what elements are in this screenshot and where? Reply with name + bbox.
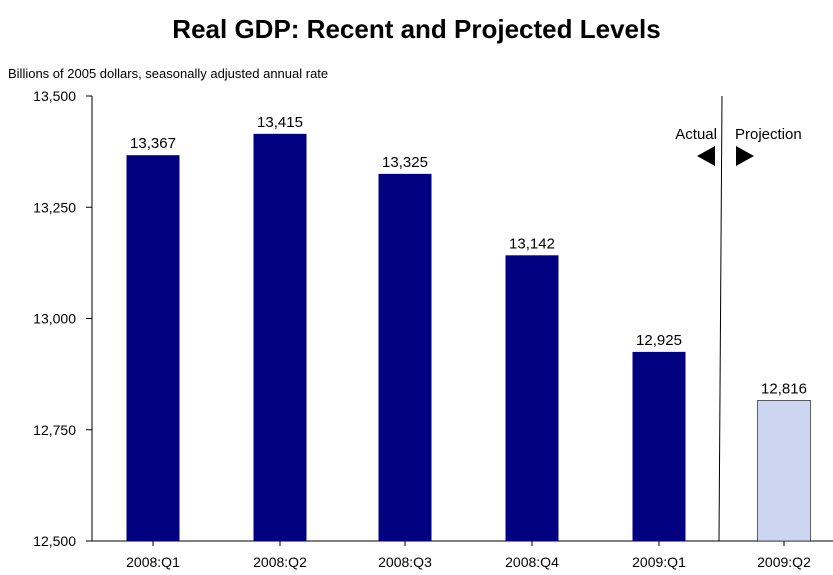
bar-value-label: 12,925 bbox=[636, 332, 682, 349]
actual-label: Actual bbox=[675, 126, 717, 143]
y-tick-label: 12,750 bbox=[33, 422, 76, 438]
y-tick-label: 13,500 bbox=[33, 88, 76, 104]
annotations: Actual Projection bbox=[675, 95, 802, 542]
actual-projection-divider bbox=[718, 95, 723, 542]
bar-value-label: 13,142 bbox=[509, 235, 555, 252]
bar-value-label: 12,816 bbox=[761, 380, 807, 397]
x-category-label: 2008:Q4 bbox=[505, 554, 559, 570]
bar-actual bbox=[126, 155, 180, 541]
projection-label: Projection bbox=[735, 126, 802, 143]
bar-actual bbox=[378, 173, 432, 541]
x-category-label: 2008:Q2 bbox=[253, 554, 307, 570]
bar-actual bbox=[253, 133, 307, 541]
bars bbox=[126, 133, 811, 542]
axes: 12,500 12,750 13,000 13,250 13,500 bbox=[33, 88, 833, 549]
bar-actual bbox=[632, 351, 686, 541]
y-tick-label: 12,500 bbox=[33, 533, 76, 549]
chart-title: Real GDP: Recent and Projected Levels bbox=[172, 14, 661, 44]
y-unit-label: Billions of 2005 dollars, seasonally adj… bbox=[8, 66, 329, 81]
x-category-label: 2008:Q1 bbox=[126, 554, 180, 570]
bar-value-label: 13,415 bbox=[257, 114, 303, 131]
bar-actual bbox=[505, 255, 559, 541]
projection-arrow-right-icon bbox=[736, 146, 754, 166]
y-tick-label: 13,250 bbox=[33, 199, 76, 215]
actual-arrow-left-icon bbox=[697, 146, 715, 166]
bar-value-label: 13,325 bbox=[382, 154, 428, 171]
x-category-label: 2009:Q1 bbox=[632, 554, 686, 570]
labels: 13,367 2008:Q1 13,415 2008:Q2 13,325 2008:Q3 1… bbox=[126, 114, 811, 570]
bar-projection bbox=[757, 400, 811, 542]
x-category-label: 2009:Q2 bbox=[757, 554, 811, 570]
y-tick-label: 13,000 bbox=[33, 311, 76, 327]
bar-value-label: 13,367 bbox=[130, 135, 176, 152]
x-category-label: 2008:Q3 bbox=[378, 554, 432, 570]
